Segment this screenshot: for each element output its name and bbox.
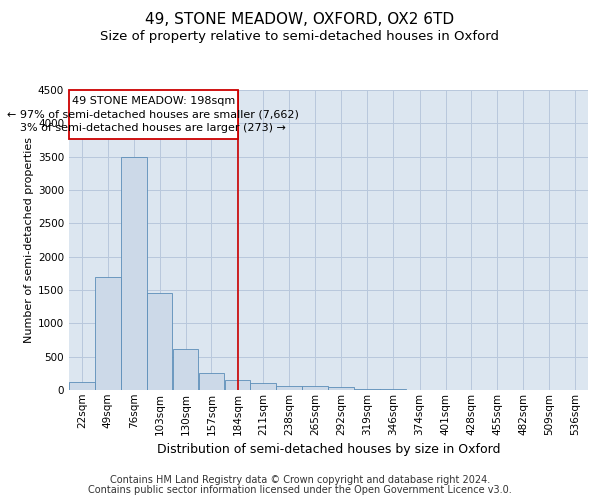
- Bar: [95, 276, 121, 390]
- Text: ← 97% of semi-detached houses are smaller (7,662): ← 97% of semi-detached houses are smalle…: [7, 110, 299, 120]
- Bar: [173, 348, 199, 390]
- Bar: [354, 389, 380, 390]
- Bar: [121, 156, 146, 390]
- Bar: [199, 372, 224, 390]
- X-axis label: Distribution of semi-detached houses by size in Oxford: Distribution of semi-detached houses by …: [157, 443, 500, 456]
- Y-axis label: Number of semi-detached properties: Number of semi-detached properties: [24, 137, 34, 343]
- Bar: [147, 294, 172, 390]
- Text: Size of property relative to semi-detached houses in Oxford: Size of property relative to semi-detach…: [101, 30, 499, 43]
- Bar: [277, 386, 302, 390]
- Bar: [224, 380, 250, 390]
- Text: 49, STONE MEADOW, OXFORD, OX2 6TD: 49, STONE MEADOW, OXFORD, OX2 6TD: [145, 12, 455, 28]
- Bar: [69, 382, 95, 390]
- Text: Contains HM Land Registry data © Crown copyright and database right 2024.: Contains HM Land Registry data © Crown c…: [110, 475, 490, 485]
- Bar: [250, 382, 276, 390]
- Text: 3% of semi-detached houses are larger (273) →: 3% of semi-detached houses are larger (2…: [20, 124, 286, 134]
- Bar: [328, 387, 354, 390]
- Text: Contains public sector information licensed under the Open Government Licence v3: Contains public sector information licen…: [88, 485, 512, 495]
- FancyBboxPatch shape: [69, 90, 238, 140]
- Bar: [302, 386, 328, 390]
- Text: 49 STONE MEADOW: 198sqm: 49 STONE MEADOW: 198sqm: [72, 96, 235, 106]
